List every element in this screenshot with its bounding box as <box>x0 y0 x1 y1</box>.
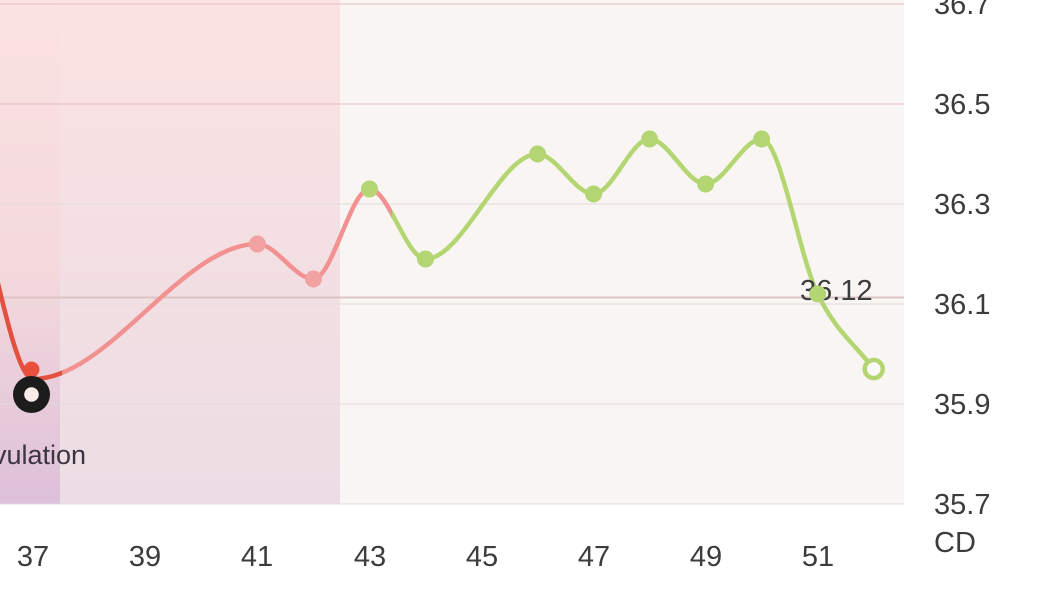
svg-text:36.3: 36.3 <box>934 189 990 221</box>
svg-text:49: 49 <box>690 541 722 573</box>
svg-text:35.7: 35.7 <box>934 489 990 521</box>
svg-text:36.7: 36.7 <box>934 0 990 21</box>
svg-text:51: 51 <box>802 541 834 573</box>
svg-text:43: 43 <box>354 541 386 573</box>
svg-text:45: 45 <box>466 541 498 573</box>
svg-text:41: 41 <box>241 541 273 573</box>
svg-text:36.1: 36.1 <box>934 289 990 321</box>
svg-text:36.5: 36.5 <box>934 89 990 121</box>
svg-text:CD: CD <box>934 527 976 559</box>
svg-text:47: 47 <box>578 541 610 573</box>
svg-text:35.9: 35.9 <box>934 389 990 421</box>
svg-text:Ovulation: Ovulation <box>0 440 86 470</box>
svg-text:37: 37 <box>17 541 49 573</box>
svg-text:39: 39 <box>129 541 161 573</box>
